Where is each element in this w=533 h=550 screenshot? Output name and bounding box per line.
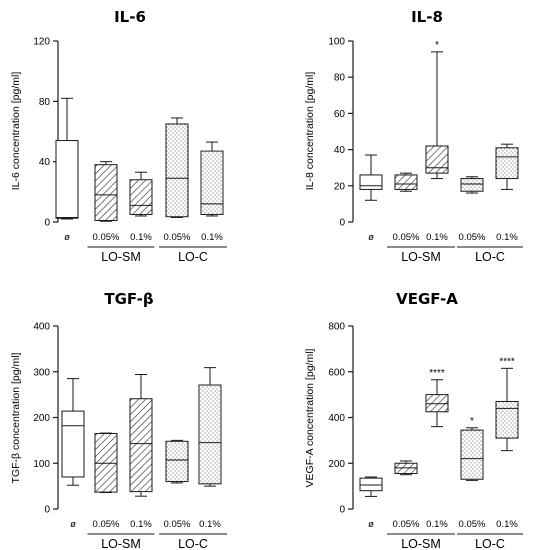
- x-tick-label: 0.05%: [393, 232, 420, 243]
- x-tick-label: ø: [368, 519, 374, 530]
- panel-tgfb: TGF-β TGF-β concentration [pg/ml] 0 100 20…: [10, 290, 227, 550]
- y-tick-label: 0: [44, 505, 50, 516]
- y-axis-label: IL-6 concentration [pg/ml]: [10, 72, 22, 191]
- y-tick-label: 400: [328, 413, 345, 424]
- x-tick-label: 0.1%: [496, 232, 518, 243]
- x-tick-label: 0.1%: [426, 232, 448, 243]
- box: [359, 477, 383, 492]
- x-tick-label: 0.05%: [459, 519, 486, 530]
- y-tick-label: 400: [33, 322, 50, 333]
- group-label: LO-SM: [401, 250, 441, 264]
- x-tick-label: 0.05%: [164, 519, 191, 530]
- y-axis-label: IL-8 concentration [pg/ml]: [304, 72, 316, 191]
- box: [425, 145, 449, 174]
- x-tick-label: ø: [368, 232, 374, 243]
- y-tick-label: 40: [334, 145, 346, 156]
- y-tick-label: 60: [334, 109, 346, 120]
- x-tick-label: 0.1%: [130, 519, 152, 530]
- group-label: LO-SM: [101, 537, 141, 550]
- y-tick-label: 200: [33, 413, 50, 424]
- box: [425, 394, 449, 413]
- significance-marker: ****: [429, 368, 445, 379]
- group-label: LO-C: [475, 250, 505, 264]
- plot-area: 0 100 200 300 400 ø 0.05% 0.1% 0.05% 0.1% LO-SM LO-…: [33, 322, 227, 550]
- chart-title: VEGF-A: [396, 290, 458, 308]
- plot-area: 0 40 80 120 ø 0.05% 0.1% 0.05% 0.1% LO-SM LO-C: [33, 37, 227, 264]
- panel-il8: IL-8 IL-8 concentration [pg/ml] 0 20 40 60 8…: [304, 8, 523, 264]
- plot-area: 0 20 40 60 80 100 ø 0.05% * 0.1% 0.05% 0.1% LO-SM LO-…: [328, 37, 523, 264]
- box: [129, 179, 153, 215]
- y-tick-label: 80: [39, 97, 51, 108]
- x-tick-label: ø: [64, 232, 70, 243]
- chart-title: IL-6: [114, 8, 146, 26]
- box: [94, 164, 118, 221]
- x-tick-label: 0.1%: [496, 519, 518, 530]
- group-label: LO-C: [178, 250, 208, 264]
- group-label: LO-C: [178, 537, 208, 550]
- x-tick-label: 0.05%: [393, 519, 420, 530]
- group-label: LO-SM: [401, 537, 441, 550]
- y-tick-label: 0: [44, 218, 50, 229]
- x-tick-label: 0.05%: [93, 232, 120, 243]
- box: [198, 384, 222, 485]
- y-tick-label: 80: [334, 73, 346, 84]
- y-tick-label: 0: [339, 505, 345, 516]
- panel-il6: IL-6 IL-6 concentration [pg/ml] 0 40 80 120…: [10, 8, 227, 264]
- box: [495, 147, 519, 180]
- box: [460, 429, 484, 480]
- box: [165, 123, 189, 218]
- box: [394, 174, 418, 190]
- significance-marker: ****: [499, 356, 515, 367]
- x-tick-label: ø: [70, 519, 76, 530]
- x-tick-label: 0.05%: [459, 232, 486, 243]
- chart-title: TGF-β: [104, 290, 154, 308]
- panel-vegfa: VEGF-A VEGF-A concentration [pg/ml] 0 200…: [304, 290, 523, 550]
- y-tick-label: 120: [33, 37, 50, 48]
- x-tick-label: 0.1%: [426, 519, 448, 530]
- significance-marker: *: [435, 40, 439, 51]
- significance-marker: *: [470, 416, 474, 427]
- y-tick-label: 300: [33, 367, 50, 378]
- x-tick-label: 0.1%: [201, 232, 223, 243]
- box: [165, 440, 189, 483]
- y-axis-label: VEGF-A concentration [pg/ml]: [304, 348, 316, 487]
- x-tick-label: 0.05%: [93, 519, 120, 530]
- y-tick-label: 200: [328, 459, 345, 470]
- x-tick-label: 0.1%: [130, 232, 152, 243]
- box: [55, 140, 79, 219]
- box: [359, 174, 383, 190]
- x-tick-label: 0.1%: [199, 519, 221, 530]
- group-label: LO-SM: [101, 250, 141, 264]
- box: [129, 398, 153, 493]
- y-tick-label: 40: [39, 157, 51, 168]
- y-axis-label: TGF-β concentration [pg/ml]: [10, 352, 22, 483]
- y-tick-label: 20: [334, 181, 346, 192]
- box: [200, 150, 224, 215]
- group-label: LO-C: [475, 537, 505, 550]
- x-tick-label: 0.05%: [164, 232, 191, 243]
- y-tick-label: 800: [328, 322, 345, 333]
- box: [460, 178, 484, 192]
- y-tick-label: 100: [33, 459, 50, 470]
- box: [495, 400, 519, 439]
- box: [394, 462, 418, 475]
- plot-area: 0 200 400 600 800 ø 0.05% **** 0.1% * 0.05% **** 0.1…: [328, 322, 523, 550]
- y-tick-label: 600: [328, 367, 345, 378]
- y-tick-label: 0: [339, 218, 345, 229]
- y-tick-label: 100: [328, 37, 345, 48]
- box: [61, 410, 85, 478]
- chart-title: IL-8: [411, 8, 443, 26]
